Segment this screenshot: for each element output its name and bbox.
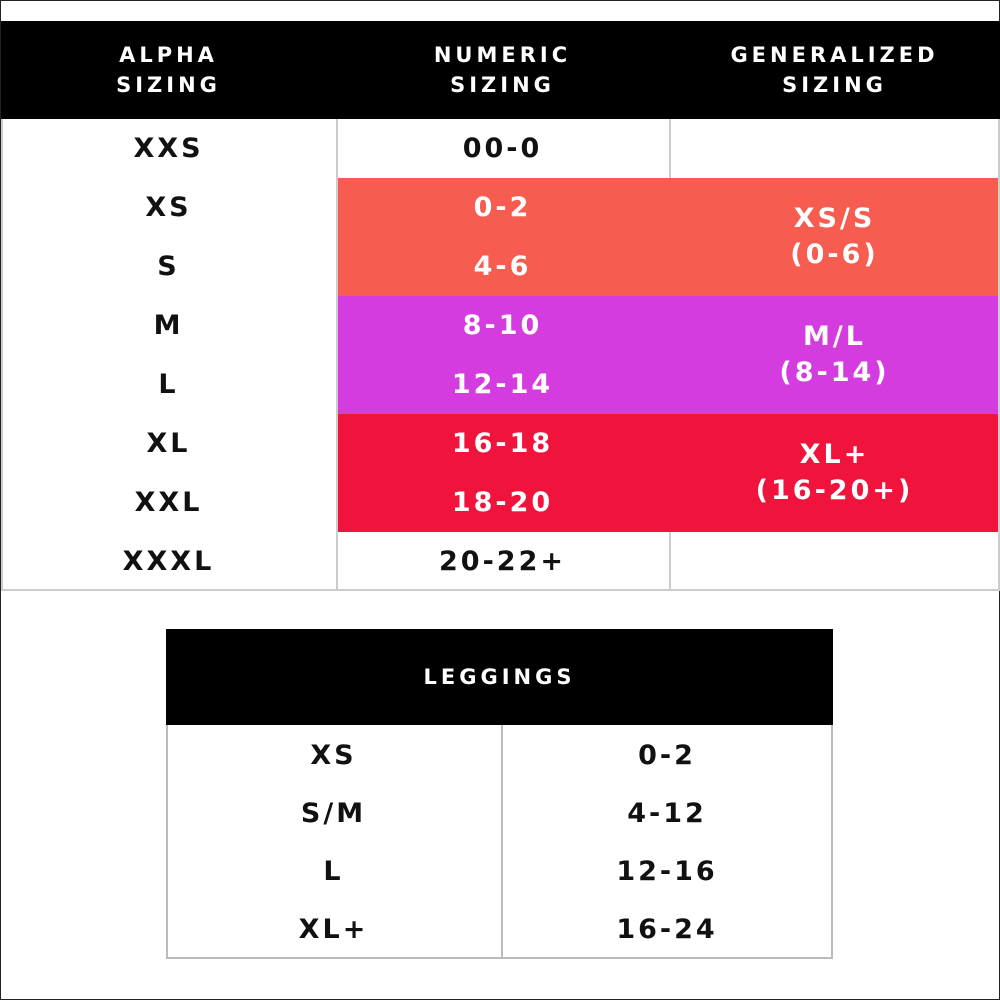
- column-divider: [669, 532, 671, 591]
- leggings-title: LEGGINGS: [423, 665, 576, 689]
- alpha-size: XXXL: [122, 545, 215, 577]
- generalized-size: XS/S (0-6): [790, 203, 879, 270]
- numeric-size: 0-2: [473, 191, 532, 223]
- column-header: GENERALIZED SIZING: [730, 43, 939, 97]
- leggings-size: XL+: [298, 914, 369, 945]
- leggings-divider: [501, 725, 503, 957]
- header-band: [1, 21, 1000, 119]
- generalized-size: M/L (8-14): [779, 321, 890, 388]
- leggings-numeric: 12-16: [616, 856, 718, 887]
- leggings-size: S/M: [300, 798, 367, 829]
- numeric-size: 16-18: [451, 427, 554, 459]
- alpha-size: XXS: [133, 132, 204, 164]
- numeric-size: 20-22+: [439, 545, 566, 577]
- leggings-size: L: [323, 856, 344, 887]
- alpha-size: L: [158, 368, 179, 400]
- alpha-size: XXL: [134, 486, 203, 518]
- generalized-size: XL+ (16-20+): [755, 439, 914, 506]
- color-band: [336, 178, 1000, 296]
- leggings-border: [166, 725, 833, 959]
- numeric-size: 12-14: [451, 368, 554, 400]
- numeric-size: 4-6: [473, 250, 532, 282]
- column-divider: [336, 119, 338, 591]
- column-divider: [669, 119, 671, 178]
- alpha-size: S: [157, 250, 180, 282]
- alpha-size: XS: [145, 191, 192, 223]
- leggings-numeric: 0-2: [638, 740, 696, 771]
- leggings-numeric: 16-24: [616, 914, 718, 945]
- alpha-size: XL: [146, 427, 191, 459]
- leggings-size: XS: [310, 740, 357, 771]
- numeric-size: 18-20: [451, 486, 554, 518]
- table-border: [1, 119, 1000, 591]
- column-header: ALPHA SIZING: [116, 43, 221, 97]
- color-band: [336, 414, 1000, 532]
- numeric-size: 00-0: [462, 132, 543, 164]
- numeric-size: 8-10: [462, 309, 543, 341]
- leggings-numeric: 4-12: [627, 798, 707, 829]
- leggings-header-band: [166, 629, 833, 725]
- column-header: NUMERIC SIZING: [433, 43, 572, 97]
- color-band: [336, 296, 1000, 414]
- alpha-size: M: [153, 309, 184, 341]
